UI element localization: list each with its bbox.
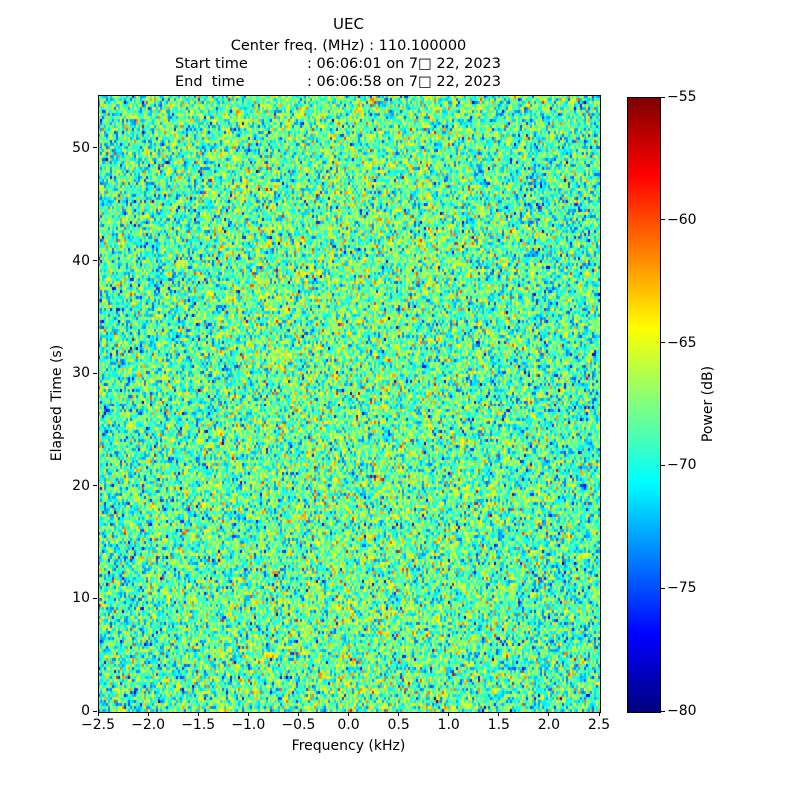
x-tick-mark (348, 712, 349, 716)
y-tick-mark (93, 485, 97, 487)
end-time-value: : 06:06:58 on 7□ 22, 2023 (307, 73, 502, 90)
y-tick-label: 50 (72, 139, 90, 156)
colorbar-tick-mark (661, 219, 665, 221)
colorbar-tick-label: −75 (667, 580, 697, 597)
x-tick-label: −1.5 (181, 717, 216, 733)
colorbar-tick-mark (661, 342, 665, 344)
start-time-label: Start time (175, 56, 248, 72)
colorbar-tick-label: −65 (667, 334, 697, 351)
x-tick-label: 0.5 (387, 717, 410, 733)
end-time-label: End time (175, 73, 245, 90)
x-tick-mark (97, 712, 99, 716)
x-tick-mark (297, 712, 299, 716)
colorbar-tick-label: −80 (667, 703, 697, 719)
x-tick-label: 2.0 (537, 717, 561, 733)
y-tick-mark (93, 372, 97, 374)
x-tick-label: 1.5 (487, 717, 510, 733)
x-tick-label: −1.0 (231, 717, 266, 733)
y-tick-mark (93, 597, 97, 599)
y-tick-label: 10 (72, 590, 90, 607)
y-tick-mark (93, 147, 97, 149)
x-tick-label: −2.5 (81, 717, 115, 733)
x-tick-label: −2.0 (131, 717, 166, 733)
y-axis-label: Elapsed Time (s) (49, 344, 65, 462)
x-tick-mark (498, 712, 500, 716)
y-tick-label: 20 (72, 477, 90, 494)
spectrogram-heatmap (98, 95, 601, 713)
colorbar-tick-label: −70 (667, 457, 697, 474)
x-tick-mark (398, 712, 400, 716)
colorbar-axis-label: Power (dB) (700, 365, 716, 443)
colorbar-tick-mark (661, 464, 665, 466)
colorbar-tick-label: −55 (667, 89, 697, 105)
end-time-line: End time : 06:06:58 on 7□ 22, 2023 (175, 74, 501, 90)
x-tick-mark (448, 712, 450, 716)
y-tick-label: 40 (72, 252, 90, 269)
y-tick-mark (93, 260, 97, 262)
colorbar-tick-mark (661, 587, 665, 589)
x-tick-mark (548, 712, 550, 716)
x-tick-label: 2.5 (587, 717, 611, 733)
center-frequency-line: Center freq. (MHz) : 110.100000 (230, 38, 467, 54)
x-tick-label: 1.0 (437, 717, 460, 733)
x-tick-label: 0.0 (337, 717, 360, 733)
x-tick-mark (147, 712, 149, 716)
start-time-value: : 06:06:01 on 7□ 22, 2023 (307, 56, 502, 72)
x-tick-mark (598, 712, 600, 716)
colorbar-gradient (627, 97, 661, 713)
x-axis-label: Frequency (kHz) (291, 738, 406, 754)
x-tick-label: −0.5 (281, 717, 316, 733)
y-tick-label: 0 (81, 703, 90, 719)
y-tick-label: 30 (72, 365, 90, 382)
colorbar-tick-mark (661, 96, 665, 98)
colorbar-tick-mark (661, 710, 665, 712)
x-tick-mark (197, 712, 199, 716)
plot-title: UEC (333, 15, 364, 33)
start-time-line: Start time : 06:06:01 on 7□ 22, 2023 (175, 56, 501, 72)
y-tick-mark (93, 710, 97, 712)
x-tick-mark (247, 712, 249, 716)
colorbar-tick-label: −60 (667, 211, 697, 228)
